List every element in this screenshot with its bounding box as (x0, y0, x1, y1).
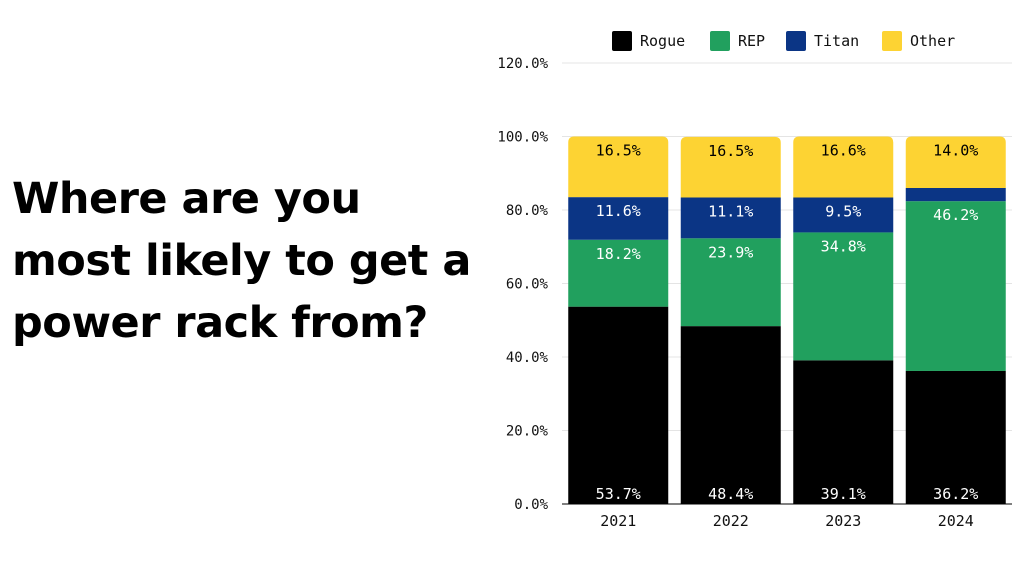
x-tick-label-2023: 2023 (825, 512, 861, 530)
y-tick-label: 100.0% (497, 130, 548, 146)
data-label-rep-2024: 46.2% (933, 206, 978, 224)
x-axis-ticks: 2021 2022 2023 2024 (600, 512, 974, 530)
data-label-other-2021: 16.5% (596, 142, 641, 160)
data-label-titan-2023: 9.5% (825, 203, 861, 221)
bar-other-2021 (568, 136, 669, 198)
bar-titan-2021 (568, 197, 669, 240)
bar-rogue-2021 (568, 306, 669, 504)
data-label-titan-2021: 11.6% (596, 202, 641, 220)
y-tick-label: 0.0% (514, 497, 548, 513)
bar-other-2024 (905, 136, 1006, 188)
data-label-rogue-2024: 36.2% (933, 485, 978, 503)
legend-label-rogue: Rogue (640, 32, 685, 50)
data-label-other-2022: 16.5% (708, 142, 753, 160)
data-label-other-2023: 16.6% (821, 142, 866, 160)
bar-rogue-2023 (793, 360, 894, 504)
bar-rogue-2022 (680, 326, 781, 504)
x-tick-label-2024: 2024 (938, 512, 974, 530)
bar-rep-2021 (568, 239, 669, 307)
legend-label-rep: REP (738, 32, 765, 50)
legend: Rogue REP Titan Other (612, 31, 955, 51)
bar-rogue-2024 (905, 370, 1006, 504)
data-labels: 53.7% 18.2% 11.6% 16.5% 48.4% 23.9% 11.1% 16.5%… (596, 142, 979, 504)
data-label-rep-2023: 34.8% (821, 237, 866, 255)
data-label-rep-2021: 18.2% (596, 245, 641, 263)
data-label-titan-2022: 11.1% (708, 203, 753, 221)
chart-headline: Where are you most likely to get a power… (12, 174, 471, 348)
data-label-rep-2022: 23.9% (708, 243, 753, 261)
y-tick-label: 120.0% (497, 56, 548, 72)
y-tick-label: 60.0% (506, 277, 549, 293)
x-tick-label-2022: 2022 (713, 512, 749, 530)
bar-other-2022 (680, 136, 781, 198)
data-label-rogue-2023: 39.1% (821, 485, 866, 503)
y-tick-label: 20.0% (506, 424, 549, 440)
bar-other-2023 (793, 136, 894, 198)
legend-swatch-rogue (612, 31, 632, 51)
bar-rep-2022 (680, 238, 781, 327)
data-label-rogue-2022: 48.4% (708, 485, 753, 503)
y-tick-label: 40.0% (506, 350, 549, 366)
bars (568, 136, 1006, 504)
bar-titan-2022 (680, 197, 781, 239)
y-axis-ticks: 0.0% 20.0% 40.0% 60.0% 80.0% 100.0% 120.0% (497, 56, 548, 513)
bar-titan-2023 (793, 197, 894, 233)
bar-titan-2024 (905, 187, 1006, 202)
x-tick-label-2021: 2021 (600, 512, 636, 530)
legend-swatch-titan (786, 31, 806, 51)
data-label-rogue-2021: 53.7% (596, 485, 641, 503)
y-tick-label: 80.0% (506, 203, 549, 219)
data-label-other-2024: 14.0% (933, 142, 978, 160)
bar-rep-2024 (905, 201, 1006, 371)
legend-swatch-other (882, 31, 902, 51)
legend-label-other: Other (910, 32, 955, 50)
legend-swatch-rep (710, 31, 730, 51)
bar-rep-2023 (793, 232, 894, 361)
legend-label-titan: Titan (814, 32, 859, 50)
